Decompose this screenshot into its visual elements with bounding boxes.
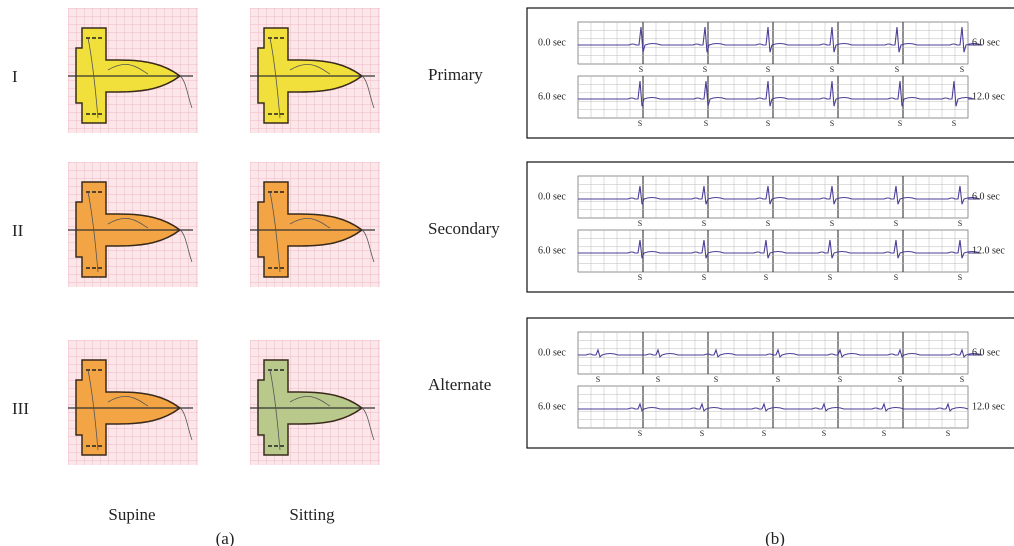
ecg-trace bbox=[578, 348, 983, 359]
time-label: 12.0 sec bbox=[972, 91, 1005, 102]
time-label: 6.0 sec bbox=[538, 245, 566, 256]
beat-marker: S bbox=[894, 273, 898, 282]
beat-marker: S bbox=[830, 119, 834, 128]
beat-marker: S bbox=[898, 375, 902, 384]
strip-box bbox=[526, 161, 1014, 293]
beat-marker: S bbox=[638, 273, 642, 282]
ecg-trace bbox=[578, 26, 983, 53]
ecg-image bbox=[67, 7, 199, 134]
time-label: 12.0 sec bbox=[972, 245, 1005, 256]
beat-marker: S bbox=[700, 429, 704, 438]
beat-marker: S bbox=[638, 429, 642, 438]
ecg-strip: S S S S S S S 0.0 sec 6.0 sec bbox=[538, 331, 1000, 384]
beat-marker: S bbox=[882, 429, 886, 438]
beat-marker: S bbox=[894, 219, 898, 228]
beat-marker: S bbox=[766, 219, 770, 228]
beat-marker: S bbox=[952, 119, 956, 128]
column-label: Supine bbox=[108, 505, 155, 524]
beat-marker: S bbox=[638, 119, 642, 128]
ecg-trace bbox=[578, 402, 969, 413]
ecg-trace bbox=[578, 185, 981, 205]
time-label: 0.0 sec bbox=[538, 191, 566, 202]
ecg-trace bbox=[578, 80, 975, 107]
beat-marker: S bbox=[703, 65, 707, 74]
time-label: 6.0 sec bbox=[972, 191, 1000, 202]
strip-box bbox=[526, 7, 1014, 139]
beat-marker: S bbox=[946, 429, 950, 438]
beat-marker: S bbox=[828, 273, 832, 282]
time-label: 0.0 sec bbox=[538, 37, 566, 48]
ecg-strip: S S S S S S 0.0 sec 6.0 sec bbox=[538, 175, 1000, 228]
beat-marker: S bbox=[960, 65, 964, 74]
beat-marker: S bbox=[762, 429, 766, 438]
beat-marker: S bbox=[830, 65, 834, 74]
caption: (a) bbox=[216, 529, 235, 546]
ecg-strip: S S S S S S 6.0 sec 12.0 sec bbox=[538, 75, 1005, 128]
beat-marker: S bbox=[838, 375, 842, 384]
beat-marker: S bbox=[702, 273, 706, 282]
time-label: 6.0 sec bbox=[538, 401, 566, 412]
ecg-strip: S S S S S S 6.0 sec 12.0 sec bbox=[538, 229, 1005, 282]
row-label: I bbox=[12, 67, 18, 86]
ecg-trace bbox=[578, 239, 981, 259]
time-label: 0.0 sec bbox=[538, 347, 566, 358]
beat-marker: S bbox=[898, 119, 902, 128]
ecg-strip: S S S S S S 0.0 sec 6.0 sec bbox=[538, 21, 1000, 74]
lead-label: Alternate bbox=[428, 375, 491, 394]
time-label: 6.0 sec bbox=[972, 37, 1000, 48]
ecg-image bbox=[67, 161, 199, 288]
beat-marker: S bbox=[958, 219, 962, 228]
beat-marker: S bbox=[776, 375, 780, 384]
beat-marker: S bbox=[714, 375, 718, 384]
time-label: 6.0 sec bbox=[972, 347, 1000, 358]
beat-marker: S bbox=[638, 219, 642, 228]
beat-marker: S bbox=[596, 375, 600, 384]
ecg-image bbox=[67, 339, 199, 466]
lead-label: Secondary bbox=[428, 219, 500, 238]
column-label: Sitting bbox=[289, 505, 335, 524]
time-label: 6.0 sec bbox=[538, 91, 566, 102]
beat-marker: S bbox=[704, 119, 708, 128]
ecg-image bbox=[249, 339, 381, 466]
beat-marker: S bbox=[702, 219, 706, 228]
beat-marker: S bbox=[656, 375, 660, 384]
beat-marker: S bbox=[822, 429, 826, 438]
ecg-strip: S S S S S S 6.0 sec 12.0 sec bbox=[538, 385, 1005, 438]
time-label: 12.0 sec bbox=[972, 401, 1005, 412]
beat-marker: S bbox=[639, 65, 643, 74]
strip-box bbox=[526, 317, 1014, 449]
panel-b: Primary S S S S S S 0.0 sec 6.0 sec S S S S S S 6.0 sec… bbox=[428, 7, 1014, 449]
lead-label: Primary bbox=[428, 65, 483, 84]
beat-marker: S bbox=[958, 273, 962, 282]
beat-marker: S bbox=[960, 375, 964, 384]
row-label: III bbox=[12, 399, 29, 418]
beat-marker: S bbox=[895, 65, 899, 74]
caption: (b) bbox=[765, 529, 785, 546]
beat-marker: S bbox=[766, 119, 770, 128]
ecg-image bbox=[249, 7, 381, 134]
beat-marker: S bbox=[766, 65, 770, 74]
ecg-image bbox=[249, 161, 381, 288]
row-label: II bbox=[12, 221, 24, 240]
beat-marker: S bbox=[830, 219, 834, 228]
beat-marker: S bbox=[764, 273, 768, 282]
